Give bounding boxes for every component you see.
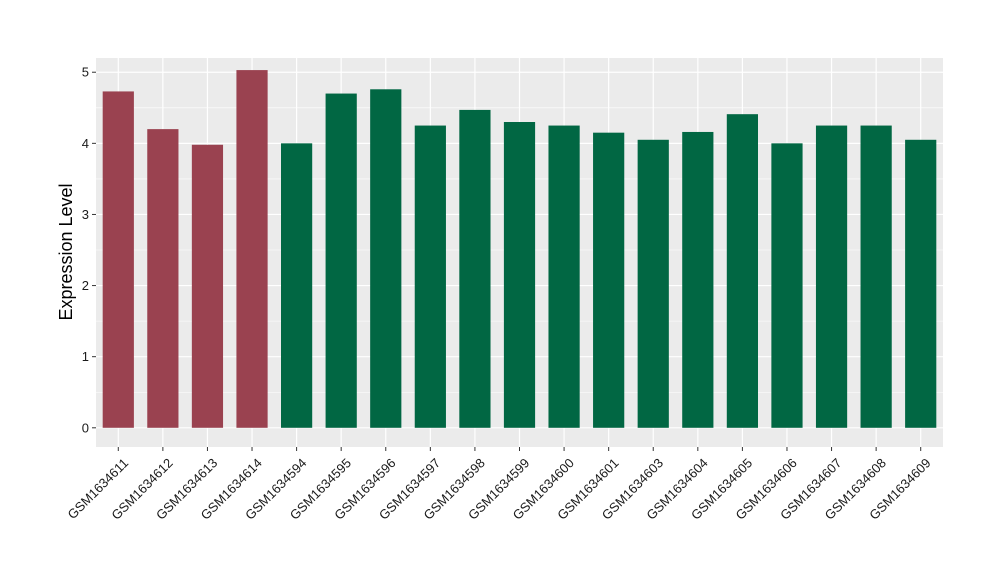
bar-GSM1634599: [503, 122, 536, 428]
bar-GSM1634597: [414, 125, 446, 428]
bar-GSM1634600: [548, 125, 580, 428]
bar-GSM1634613: [191, 144, 224, 428]
bar-GSM1634614: [236, 70, 268, 428]
y-axis-title: Expression Level: [56, 183, 76, 320]
y-tick-label: 5: [82, 65, 89, 80]
bar-GSM1634604: [682, 131, 714, 428]
bars: [102, 70, 937, 428]
bar-GSM1634608: [860, 125, 892, 428]
bar-GSM1634612: [147, 129, 179, 428]
bar-GSM1634611: [102, 91, 134, 428]
bar-GSM1634609: [905, 139, 937, 428]
bar-GSM1634598: [459, 109, 491, 428]
bar-GSM1634596: [370, 89, 402, 428]
y-tick-label: 4: [82, 136, 89, 151]
y-tick-label: 1: [82, 349, 89, 364]
bar-GSM1634607: [815, 125, 848, 428]
bar-GSM1634605: [726, 114, 758, 428]
bar-GSM1634603: [637, 139, 669, 428]
y-tick-label: 3: [82, 207, 89, 222]
y-tick-label: 2: [82, 278, 89, 293]
y-tick-label: 0: [82, 420, 89, 435]
bar-GSM1634601: [593, 132, 625, 428]
bar-GSM1634606: [771, 143, 803, 428]
bar-GSM1634594: [281, 143, 313, 428]
bar-GSM1634595: [325, 93, 357, 428]
